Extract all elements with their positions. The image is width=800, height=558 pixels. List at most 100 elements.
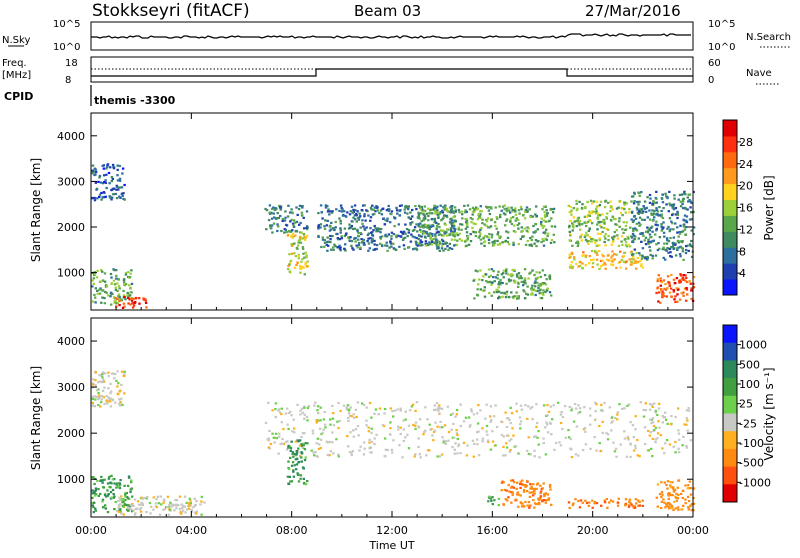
- echo-pixel: [501, 281, 504, 285]
- echo-pixel: [660, 225, 663, 228]
- echo-pixel: [363, 215, 366, 218]
- echo-pixel: [629, 421, 632, 424]
- echo-pixel: [127, 271, 130, 274]
- echo-pixel: [397, 223, 400, 226]
- echo-pixel: [685, 288, 689, 291]
- echo-pixel: [288, 229, 291, 233]
- echo-pixel: [605, 217, 608, 220]
- echo-pixel: [107, 171, 111, 175]
- echo-pixel: [345, 232, 348, 235]
- echo-pixel: [591, 506, 594, 509]
- echo-pixel: [666, 287, 669, 290]
- echo-pixel: [530, 243, 533, 246]
- echo-pixel: [497, 231, 500, 234]
- echo-pixel: [122, 374, 125, 377]
- echo-pixel: [116, 385, 119, 388]
- echo-pixel: [569, 219, 572, 223]
- echo-pixel: [649, 253, 652, 256]
- echo-pixel: [116, 179, 120, 182]
- echo-pixel: [123, 392, 126, 395]
- echo-pixel: [91, 501, 94, 505]
- echo-pixel: [293, 252, 296, 255]
- echo-pixel: [403, 211, 407, 214]
- echo-pixel: [103, 380, 106, 383]
- echo-pixel: [113, 187, 116, 190]
- echo-pixel: [645, 206, 648, 209]
- echo-pixel: [509, 274, 512, 277]
- echo-pixel: [513, 281, 516, 284]
- echo-pixel: [681, 202, 684, 206]
- echo-pixel: [650, 447, 653, 450]
- echo-pixel: [368, 441, 371, 444]
- echo-pixel: [388, 246, 391, 249]
- echo-pixel: [581, 448, 585, 452]
- echo-pixel: [534, 230, 537, 233]
- echo-pixel: [357, 232, 360, 235]
- echo-pixel: [275, 432, 278, 435]
- echo-pixel: [381, 207, 384, 210]
- echo-pixel: [159, 495, 162, 498]
- echo-pixel: [571, 229, 574, 232]
- echo-pixel: [593, 436, 596, 439]
- echo-pixel: [112, 496, 115, 499]
- echo-pixel: [149, 512, 152, 515]
- echo-pixel: [531, 293, 534, 296]
- echo-pixel: [674, 295, 677, 298]
- echo-pixel: [508, 280, 511, 283]
- echo-pixel: [435, 402, 439, 405]
- echo-pixel: [301, 452, 304, 455]
- echo-pixel: [664, 418, 668, 421]
- echo-pixel: [158, 513, 162, 516]
- echo-pixel: [674, 415, 677, 419]
- echo-pixel: [690, 503, 694, 506]
- echo-pixel: [526, 417, 529, 420]
- echo-pixel: [638, 200, 641, 203]
- echo-pixel: [429, 428, 432, 431]
- echo-pixel: [304, 261, 307, 264]
- echo-pixel: [651, 254, 654, 257]
- echo-pixel: [525, 206, 529, 209]
- echo-pixel: [470, 408, 473, 411]
- echo-pixel: [407, 208, 410, 211]
- echo-pixel: [129, 488, 132, 491]
- echo-pixel: [615, 253, 618, 256]
- echo-pixel: [368, 438, 371, 441]
- echo-pixel: [662, 246, 665, 249]
- echo-pixel: [453, 233, 456, 236]
- echo-pixel: [325, 243, 328, 246]
- echo-pixel: [399, 432, 402, 436]
- echo-pixel: [353, 214, 357, 217]
- echo-pixel: [669, 228, 672, 231]
- echo-pixel: [638, 208, 642, 211]
- echo-pixel: [539, 285, 542, 288]
- echo-pixel: [676, 212, 679, 215]
- echo-pixel: [348, 213, 352, 216]
- echo-pixel: [634, 444, 637, 447]
- echo-pixel: [413, 226, 417, 229]
- colorbar-tick-label: 4: [739, 267, 746, 280]
- echo-pixel: [569, 264, 572, 267]
- echo-pixel: [442, 441, 445, 444]
- echo-pixel: [497, 497, 501, 500]
- echo-pixel: [441, 436, 444, 439]
- echo-pixel: [530, 485, 533, 488]
- echo-pixel: [469, 217, 472, 220]
- echo-pixel: [430, 238, 433, 241]
- echo-pixel: [313, 404, 316, 407]
- echo-pixel: [606, 201, 610, 204]
- echo-pixel: [677, 246, 680, 249]
- echo-pixel: [531, 284, 534, 287]
- echo-pixel: [673, 488, 676, 492]
- echo-pixel: [529, 487, 532, 490]
- echo-pixel: [391, 410, 394, 413]
- echo-pixel: [434, 210, 437, 213]
- echo-pixel: [317, 224, 321, 227]
- echo-pixel: [488, 495, 491, 498]
- echo-pixel: [291, 452, 294, 456]
- echo-pixel: [559, 421, 563, 425]
- echo-pixel: [514, 207, 517, 210]
- echo-pixel: [350, 226, 353, 229]
- echo-pixel: [661, 414, 664, 418]
- echo-pixel: [118, 287, 121, 290]
- echo-pixel: [651, 219, 655, 222]
